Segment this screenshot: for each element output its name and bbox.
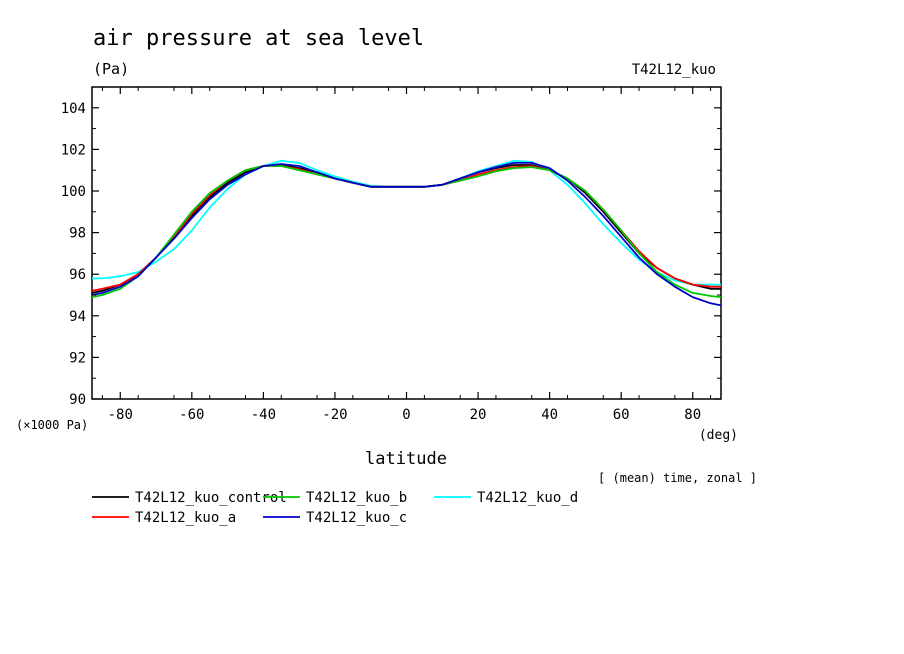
y-tick-label: 100 xyxy=(61,184,86,200)
y-tick-label: 102 xyxy=(61,142,86,158)
experiment-label: T42L12_kuo xyxy=(632,62,716,78)
y-tick-label: 90 xyxy=(69,392,86,408)
x-axis: -80 -60 -40 -20 0 20 40 60 80 xyxy=(101,87,712,423)
x-axis-label: latitude xyxy=(365,449,447,469)
legend-label: T42L12_kuo_c xyxy=(306,510,407,526)
legend-label: T42L12_kuo_control xyxy=(135,490,287,506)
series-line-T42L12_kuo_a xyxy=(91,165,721,292)
y-tick-label: 104 xyxy=(61,101,86,117)
x-unit-label: (deg) xyxy=(699,428,738,443)
x-tick-label: -40 xyxy=(251,407,276,423)
legend: T42L12_kuo_control T42L12_kuo_a T42L12_kuo… xyxy=(92,490,578,526)
x-tick-label: -80 xyxy=(108,407,133,423)
legend-label: T42L12_kuo_a xyxy=(135,510,236,526)
averaging-note: [ (mean) time, zonal ] xyxy=(598,471,757,485)
y-axis: 90 92 94 96 98 100 102 104 xyxy=(61,86,721,408)
y-scale-label: (×1000 Pa) xyxy=(16,418,88,432)
y-tick-label: 98 xyxy=(69,226,86,242)
x-tick-label: -20 xyxy=(322,407,347,423)
x-tick-label: 60 xyxy=(613,407,630,423)
chart-title: air pressure at sea level xyxy=(93,26,424,51)
legend-label: T42L12_kuo_b xyxy=(306,490,407,506)
unit-label: (Pa) xyxy=(93,60,129,78)
series-line-T42L12_kuo_b xyxy=(91,165,722,298)
x-tick-label: 20 xyxy=(470,407,487,423)
y-tick-label: 92 xyxy=(69,350,86,366)
series-layer xyxy=(91,159,722,307)
x-tick-label: 80 xyxy=(684,407,701,423)
legend-label: T42L12_kuo_d xyxy=(477,490,578,506)
x-tick-label: -60 xyxy=(179,407,204,423)
series-line-T42L12_kuo_control xyxy=(91,164,721,294)
y-tick-label: 94 xyxy=(69,309,86,325)
x-tick-label: 0 xyxy=(402,407,410,423)
y-tick-label: 96 xyxy=(69,267,86,283)
series-line-T42L12_kuo_c xyxy=(91,161,722,307)
x-tick-label: 40 xyxy=(541,407,558,423)
